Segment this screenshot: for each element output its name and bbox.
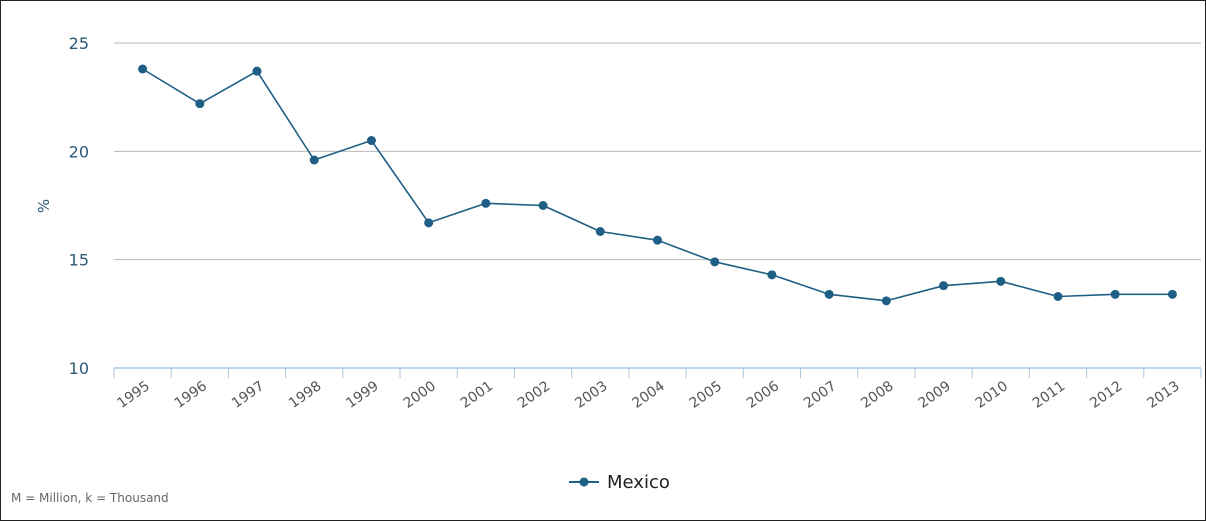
data-point[interactable] xyxy=(252,66,262,76)
x-tick-label: 2003 xyxy=(572,378,610,412)
y-tick-label: 10 xyxy=(69,359,89,378)
data-point[interactable] xyxy=(881,296,891,306)
data-point[interactable] xyxy=(195,99,205,109)
data-point[interactable] xyxy=(767,270,777,280)
x-tick-label: 1997 xyxy=(229,378,267,412)
x-axis-ticks: 1995 1996 1997 1998 1999 2000 2001 2002 2003 2004… xyxy=(115,378,1183,412)
x-tick-label: 1996 xyxy=(172,378,210,412)
data-point[interactable] xyxy=(538,201,548,210)
x-tick-label: 2009 xyxy=(915,378,953,412)
data-point[interactable] xyxy=(138,64,148,74)
data-point[interactable] xyxy=(996,276,1006,286)
x-tick-label: 2010 xyxy=(973,378,1011,412)
x-tick-label: 1995 xyxy=(115,378,153,412)
x-axis xyxy=(113,367,1202,378)
data-point[interactable] xyxy=(366,136,376,145)
data-point[interactable] xyxy=(824,289,834,299)
data-point[interactable] xyxy=(1167,289,1177,299)
data-point[interactable] xyxy=(939,281,949,291)
x-tick-label: 2001 xyxy=(458,378,496,412)
data-point[interactable] xyxy=(309,155,319,165)
series-line xyxy=(142,68,1173,302)
y-tick-label: 25 xyxy=(69,34,89,53)
x-tick-label: 2013 xyxy=(1144,378,1182,412)
series-mexico xyxy=(138,64,1177,306)
data-point[interactable] xyxy=(481,198,491,208)
legend-dot-marker xyxy=(579,477,589,487)
x-tick-label: 2011 xyxy=(1030,378,1068,412)
x-tick-label: 2005 xyxy=(687,378,725,412)
x-tick-label: 2006 xyxy=(744,378,782,412)
x-tick-label: 2004 xyxy=(629,378,667,412)
y-axis-ticks: 10 15 20 25 xyxy=(69,34,89,378)
y-axis-title: % xyxy=(35,199,53,213)
legend[interactable]: Mexico xyxy=(569,472,670,493)
data-point[interactable] xyxy=(710,257,720,267)
data-point[interactable] xyxy=(1110,289,1120,299)
grid-lines xyxy=(114,42,1201,261)
legend-label-mexico: Mexico xyxy=(607,472,670,493)
y-tick-label: 20 xyxy=(69,142,89,161)
y-tick-label: 15 xyxy=(69,251,89,270)
x-tick-label: 2008 xyxy=(858,378,896,412)
data-point[interactable] xyxy=(424,218,434,228)
x-tick-label: 1998 xyxy=(286,378,324,412)
x-tick-label: 2012 xyxy=(1087,378,1125,412)
footnote: M = Million, k = Thousand xyxy=(11,491,169,505)
x-tick-label: 1999 xyxy=(343,378,381,412)
data-point[interactable] xyxy=(653,235,662,245)
x-tick-label: 2002 xyxy=(515,378,553,412)
data-point[interactable] xyxy=(1053,292,1063,301)
x-tick-label: 2007 xyxy=(801,378,839,412)
x-tick-label: 2000 xyxy=(401,378,439,412)
data-point[interactable] xyxy=(595,227,605,236)
